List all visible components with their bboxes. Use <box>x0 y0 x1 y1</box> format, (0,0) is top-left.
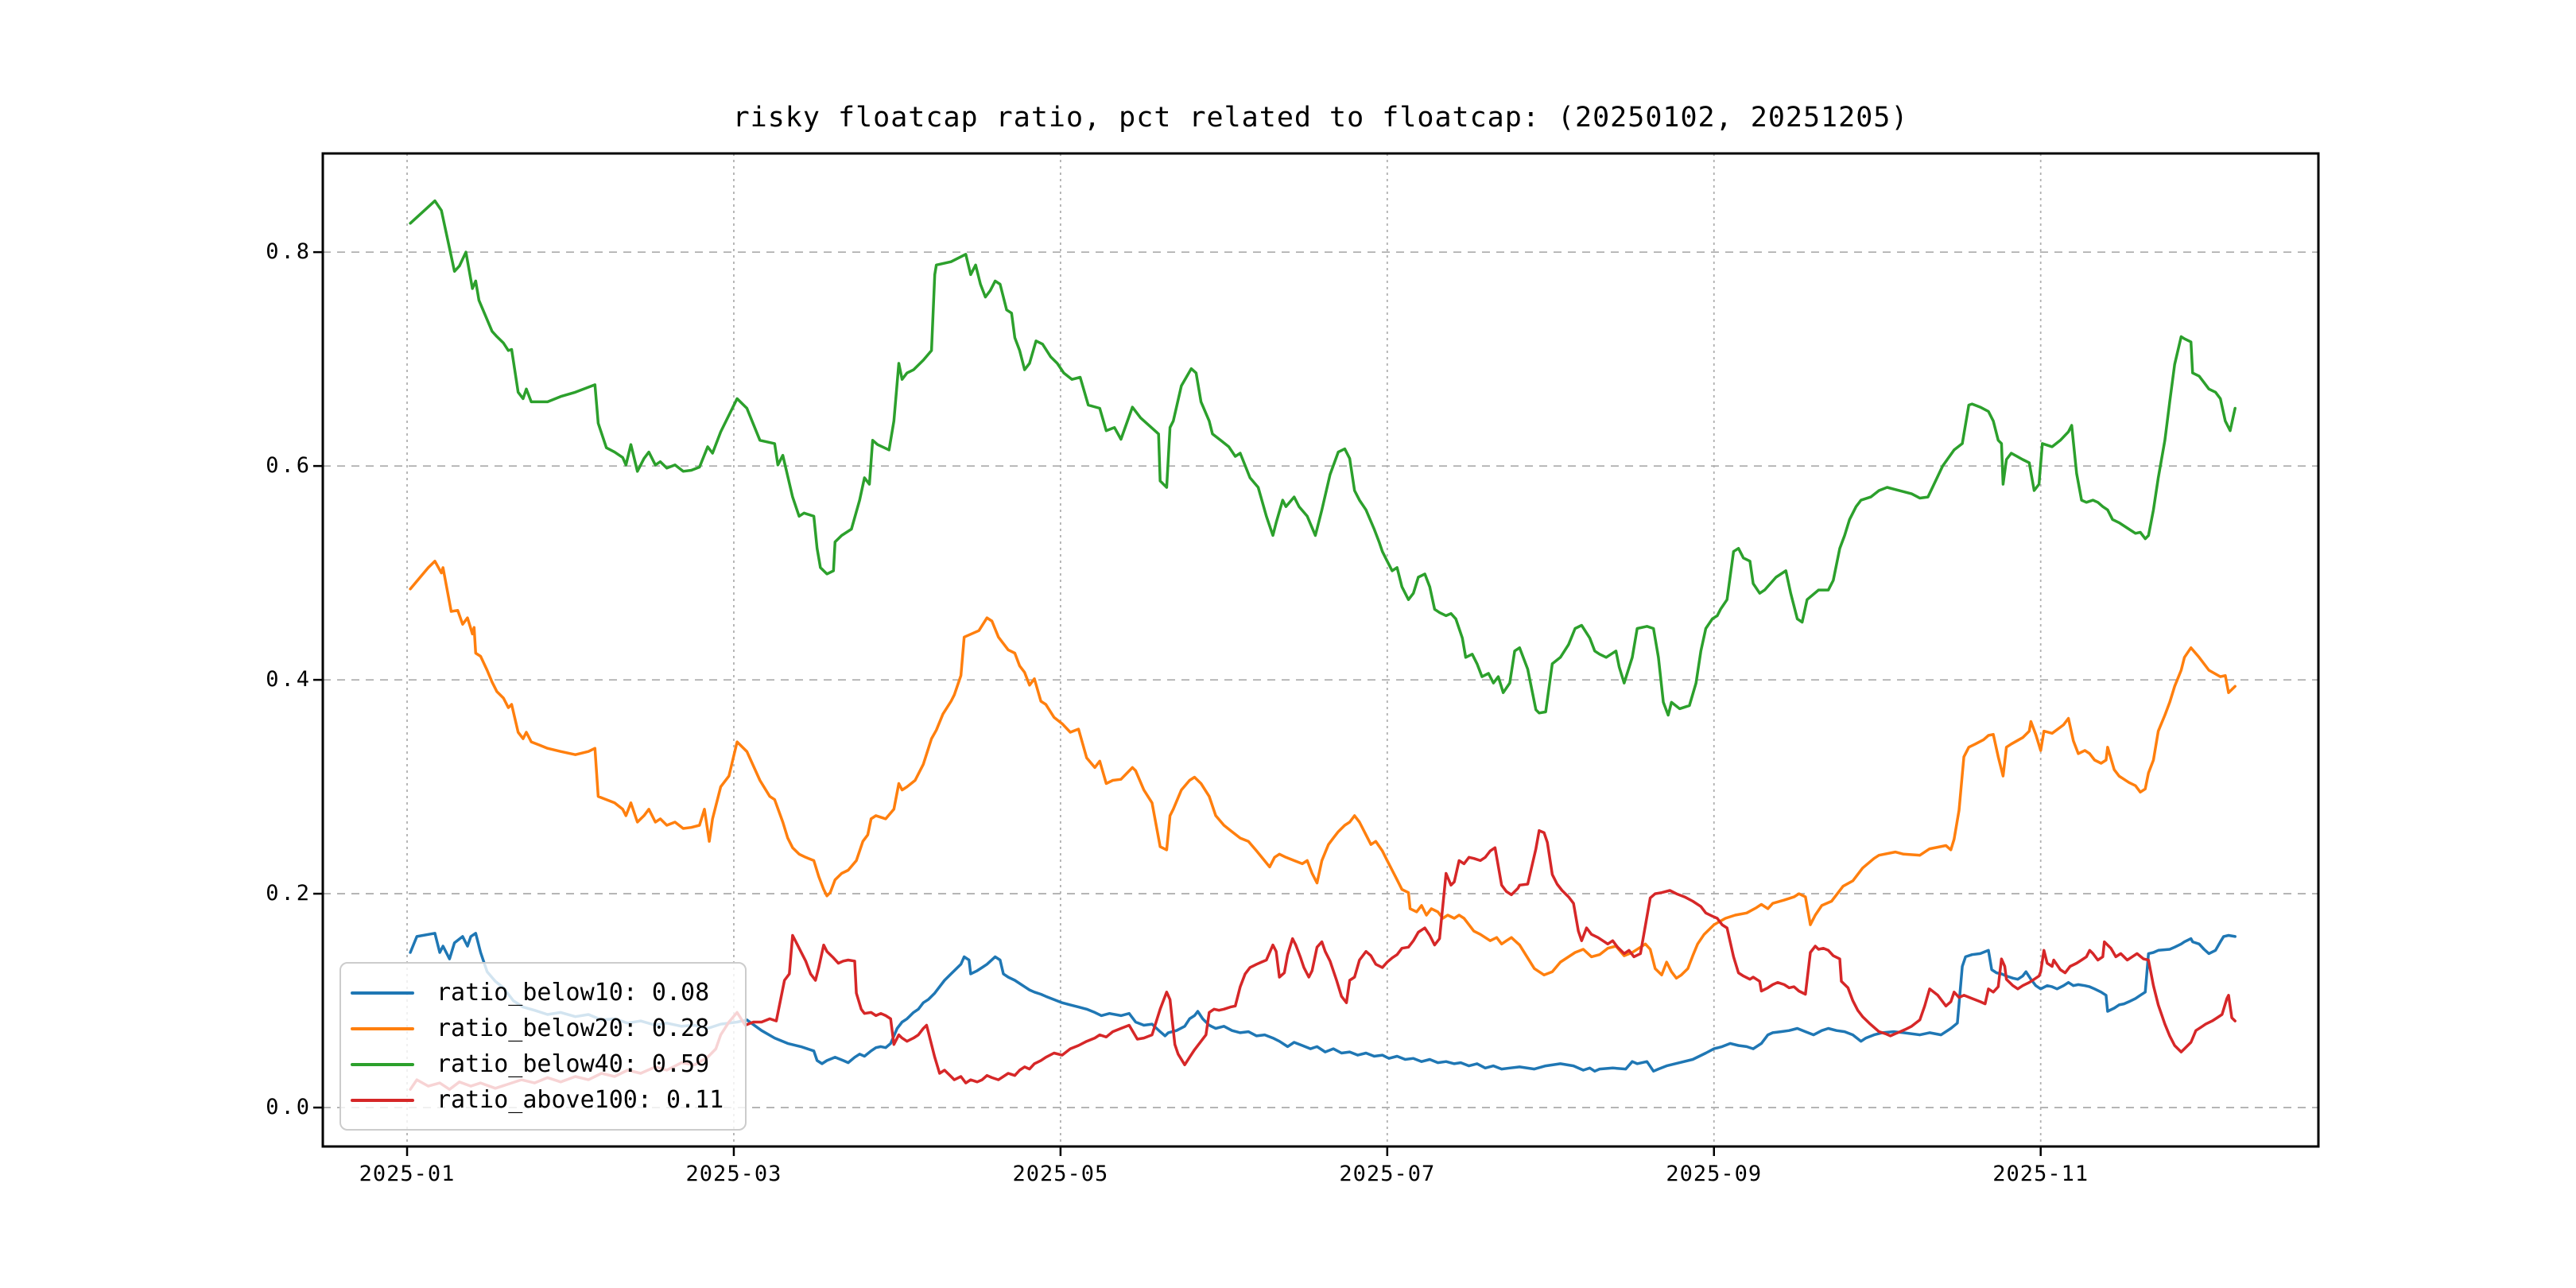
x-tick-label: 2025-09 <box>1666 1162 1763 1186</box>
legend-line-swatch <box>351 1026 414 1030</box>
legend-label: ratio_below10: 0.08 <box>436 979 710 1007</box>
series-line-ratio_below40 <box>409 199 2237 717</box>
x-tick-label: 2025-07 <box>1339 1162 1436 1186</box>
legend-item-ratio_above100: ratio_above100: 0.11 <box>351 1082 745 1118</box>
y-tick-label: 0.0 <box>266 1095 312 1120</box>
legend-item-ratio_below10: ratio_below10: 0.08 <box>351 975 745 1011</box>
x-tick-label: 2025-01 <box>359 1162 456 1186</box>
y-tick-label: 0.2 <box>266 881 312 906</box>
legend-item-ratio_below40: ratio_below40: 0.59 <box>351 1046 745 1082</box>
legend-label: ratio_below20: 0.28 <box>436 1014 710 1042</box>
series-line-ratio_below20 <box>409 560 2237 980</box>
legend-line-swatch <box>351 1098 414 1102</box>
y-tick-label: 0.4 <box>266 667 312 692</box>
series-line-ratio_above100 <box>409 828 2237 1091</box>
legend-line-swatch <box>351 991 414 995</box>
x-tick-label: 2025-05 <box>1012 1162 1109 1186</box>
legend-item-ratio_below20: ratio_below20: 0.28 <box>351 1011 745 1046</box>
legend-label: ratio_below40: 0.59 <box>436 1050 710 1078</box>
y-tick-label: 0.6 <box>266 453 312 479</box>
x-tick-label: 2025-03 <box>685 1162 782 1186</box>
y-tick-label: 0.8 <box>266 239 312 265</box>
x-tick-label: 2025-11 <box>1992 1162 2089 1186</box>
legend-label: ratio_above100: 0.11 <box>436 1086 724 1114</box>
chart-title: risky floatcap ratio, pct related to flo… <box>732 102 1909 134</box>
legend: ratio_below10: 0.08 ratio_below20: 0.28 ra… <box>339 962 747 1131</box>
series-line-ratio_below10 <box>409 932 2237 1073</box>
legend-line-swatch <box>351 1062 414 1066</box>
plot-border <box>321 152 2320 1148</box>
